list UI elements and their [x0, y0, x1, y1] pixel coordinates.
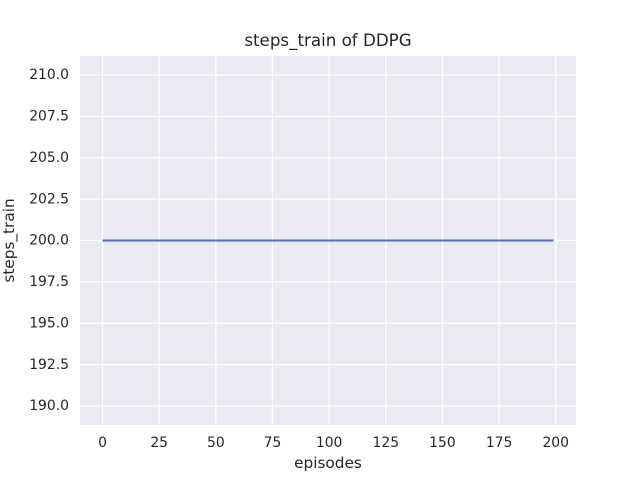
- y-tick-label: 210.0: [29, 67, 69, 83]
- y-tick-label: 190.0: [29, 398, 69, 414]
- x-tick-label: 75: [264, 435, 282, 451]
- y-tick-label: 205.0: [29, 150, 69, 166]
- y-tick-label: 195.0: [29, 315, 69, 331]
- x-tick-labels: 0 25 50 75 100 125 150 175 200: [98, 435, 569, 451]
- y-tick-label: 202.5: [29, 191, 69, 207]
- y-tick-label: 200.0: [29, 233, 69, 249]
- x-axis-label: episodes: [294, 454, 362, 472]
- y-tick-label: 192.5: [29, 357, 69, 373]
- chart-title: steps_train of DDPG: [244, 30, 411, 51]
- y-tick-labels: 190.0 192.5 195.0 197.5 200.0 202.5 205.0 207.5…: [29, 67, 69, 414]
- x-tick-label: 150: [429, 435, 456, 451]
- y-tick-label: 197.5: [29, 274, 69, 290]
- y-axis-label: steps_train: [0, 198, 19, 282]
- x-tick-label: 175: [486, 435, 513, 451]
- x-tick-label: 100: [316, 435, 343, 451]
- x-tick-label: 200: [542, 435, 569, 451]
- x-tick-label: 50: [207, 435, 225, 451]
- x-tick-label: 0: [98, 435, 107, 451]
- y-tick-label: 207.5: [29, 109, 69, 125]
- x-tick-label: 25: [150, 435, 168, 451]
- x-tick-label: 125: [373, 435, 400, 451]
